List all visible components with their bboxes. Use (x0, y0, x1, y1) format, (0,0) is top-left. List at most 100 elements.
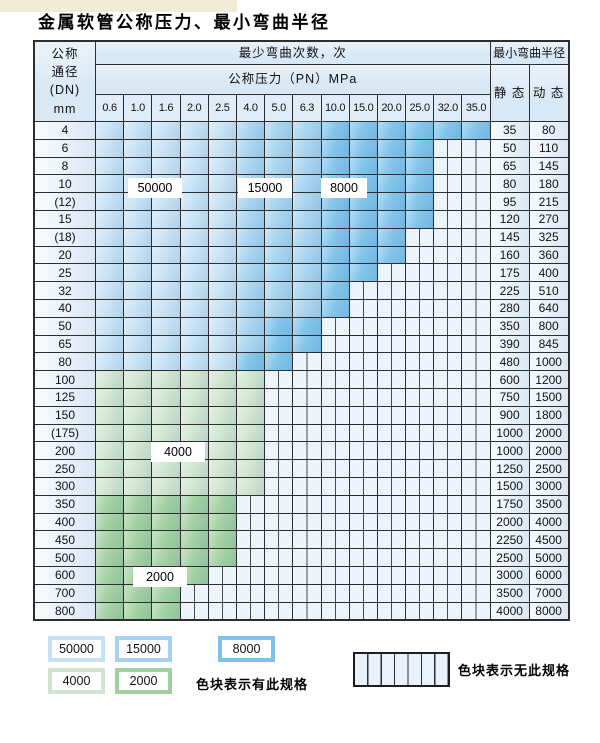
no-spec-cell (462, 495, 490, 513)
no-spec-cell (208, 584, 236, 602)
dynamic-radius-cell: 1500 (529, 388, 568, 406)
spec-zone-cell (236, 477, 265, 495)
dn-cell: 50 (35, 317, 95, 335)
spec-zone-cell (96, 460, 124, 477)
no-spec-cell (321, 566, 349, 584)
dynamic-column-header: 动 态 (529, 65, 568, 121)
no-spec-cell (462, 246, 490, 264)
dynamic-radius-cell: 4500 (529, 531, 568, 549)
no-spec-cell (321, 424, 349, 442)
dn-cell: 15 (35, 210, 95, 228)
spec-zone-cell (180, 335, 208, 353)
spec-zone-cell (180, 460, 208, 477)
spec-zone-cell (321, 246, 349, 264)
spec-table-grid: 公称 通径 (DN) mm 最少弯曲次数，次 公称压力（PN）MPa 最小弯曲半… (33, 40, 570, 622)
static-radius-cell: 390 (490, 335, 529, 353)
spec-zone-cell (208, 122, 236, 139)
dynamic-radius-cell: 2000 (529, 442, 568, 460)
no-spec-cell (434, 477, 462, 495)
spec-zone-cell (96, 388, 124, 406)
spec-zone-cell (124, 495, 152, 513)
no-spec-cell (265, 388, 293, 406)
spec-zone-cell (180, 353, 208, 371)
static-radius-cell: 1000 (490, 424, 529, 442)
spec-zone-cell (265, 228, 293, 246)
no-spec-cell (377, 282, 406, 299)
spec-zone-cell (152, 513, 180, 531)
legend-swatch-8000: 8000 (218, 636, 275, 662)
legend-swatch-label: 4000 (52, 672, 101, 690)
no-spec-cell (265, 513, 293, 531)
spec-zone-cell (236, 282, 265, 299)
spec-zone-cell (208, 531, 236, 549)
no-spec-cell (434, 584, 462, 602)
spec-zone-cell (96, 139, 124, 157)
spec-zone-cell (377, 157, 406, 175)
no-spec-cell (434, 388, 462, 406)
spec-zone-cell (180, 175, 208, 193)
no-spec-cell (434, 602, 462, 620)
spec-zone-cell (124, 442, 152, 460)
spec-zone-cell (208, 317, 236, 335)
no-spec-cell (349, 495, 377, 513)
spec-zone-cell (96, 122, 124, 139)
pressure-col-header: 4.0 (236, 95, 265, 121)
pressure-col-header: 0.6 (96, 95, 124, 121)
no-spec-cell (377, 299, 406, 317)
pressure-header: 公称压力（PN）MPa (96, 65, 490, 94)
no-spec-cell (434, 424, 462, 442)
no-spec-cell (377, 584, 406, 602)
no-spec-cell (265, 371, 293, 388)
no-spec-cell (406, 388, 434, 406)
legend: 50000 15000 8000 4000 2000 色块表示有此规格 色块表示… (0, 630, 600, 720)
spec-zone-cell (208, 299, 236, 317)
cycles-header: 最少弯曲次数，次 (96, 42, 490, 64)
dynamic-radius-cell: 80 (529, 122, 568, 139)
spec-zone-cell (293, 122, 321, 139)
dynamic-radius-cell: 215 (529, 193, 568, 210)
spec-zone-cell (321, 282, 349, 299)
spec-zone-cell (180, 139, 208, 157)
no-spec-cell (377, 353, 406, 371)
spec-zone-cell (377, 175, 406, 193)
no-spec-cell (406, 424, 434, 442)
no-spec-cell (293, 602, 321, 620)
no-spec-cell (434, 264, 462, 282)
spec-zone-cell (96, 477, 124, 495)
spec-zone-cell (152, 246, 180, 264)
no-spec-cell (349, 353, 377, 371)
dynamic-radius-cell: 180 (529, 175, 568, 193)
no-spec-cell (377, 477, 406, 495)
spec-zone-cell (96, 228, 124, 246)
no-spec-cell (349, 406, 377, 424)
spec-zone-cell (236, 264, 265, 282)
page-top-strip (0, 0, 237, 12)
no-spec-cell (321, 442, 349, 460)
spec-zone-cell (236, 371, 265, 388)
dynamic-radius-cell: 1000 (529, 353, 568, 371)
spec-zone-cell (208, 460, 236, 477)
spec-zone-cell (96, 157, 124, 175)
spec-zone-cell (180, 193, 208, 210)
no-spec-cell (434, 228, 462, 246)
no-spec-cell (208, 602, 236, 620)
no-spec-cell (462, 335, 490, 353)
no-spec-cell (462, 513, 490, 531)
no-spec-cell (434, 566, 462, 584)
no-spec-cell (349, 549, 377, 566)
spec-zone-cell (293, 193, 321, 210)
spec-zone-cell (124, 388, 152, 406)
static-radius-cell: 1000 (490, 442, 529, 460)
legend-swatch-2000: 2000 (115, 668, 172, 694)
spec-zone-cell (208, 246, 236, 264)
legend-swatch-15000: 15000 (115, 636, 172, 662)
no-spec-cell (293, 371, 321, 388)
no-spec-cell (406, 549, 434, 566)
no-spec-cell (293, 460, 321, 477)
no-spec-cell (349, 371, 377, 388)
spec-zone-cell (208, 175, 236, 193)
spec-zone-cell (349, 264, 377, 282)
no-spec-cell (349, 566, 377, 584)
legend-swatch-label: 2000 (119, 672, 168, 690)
